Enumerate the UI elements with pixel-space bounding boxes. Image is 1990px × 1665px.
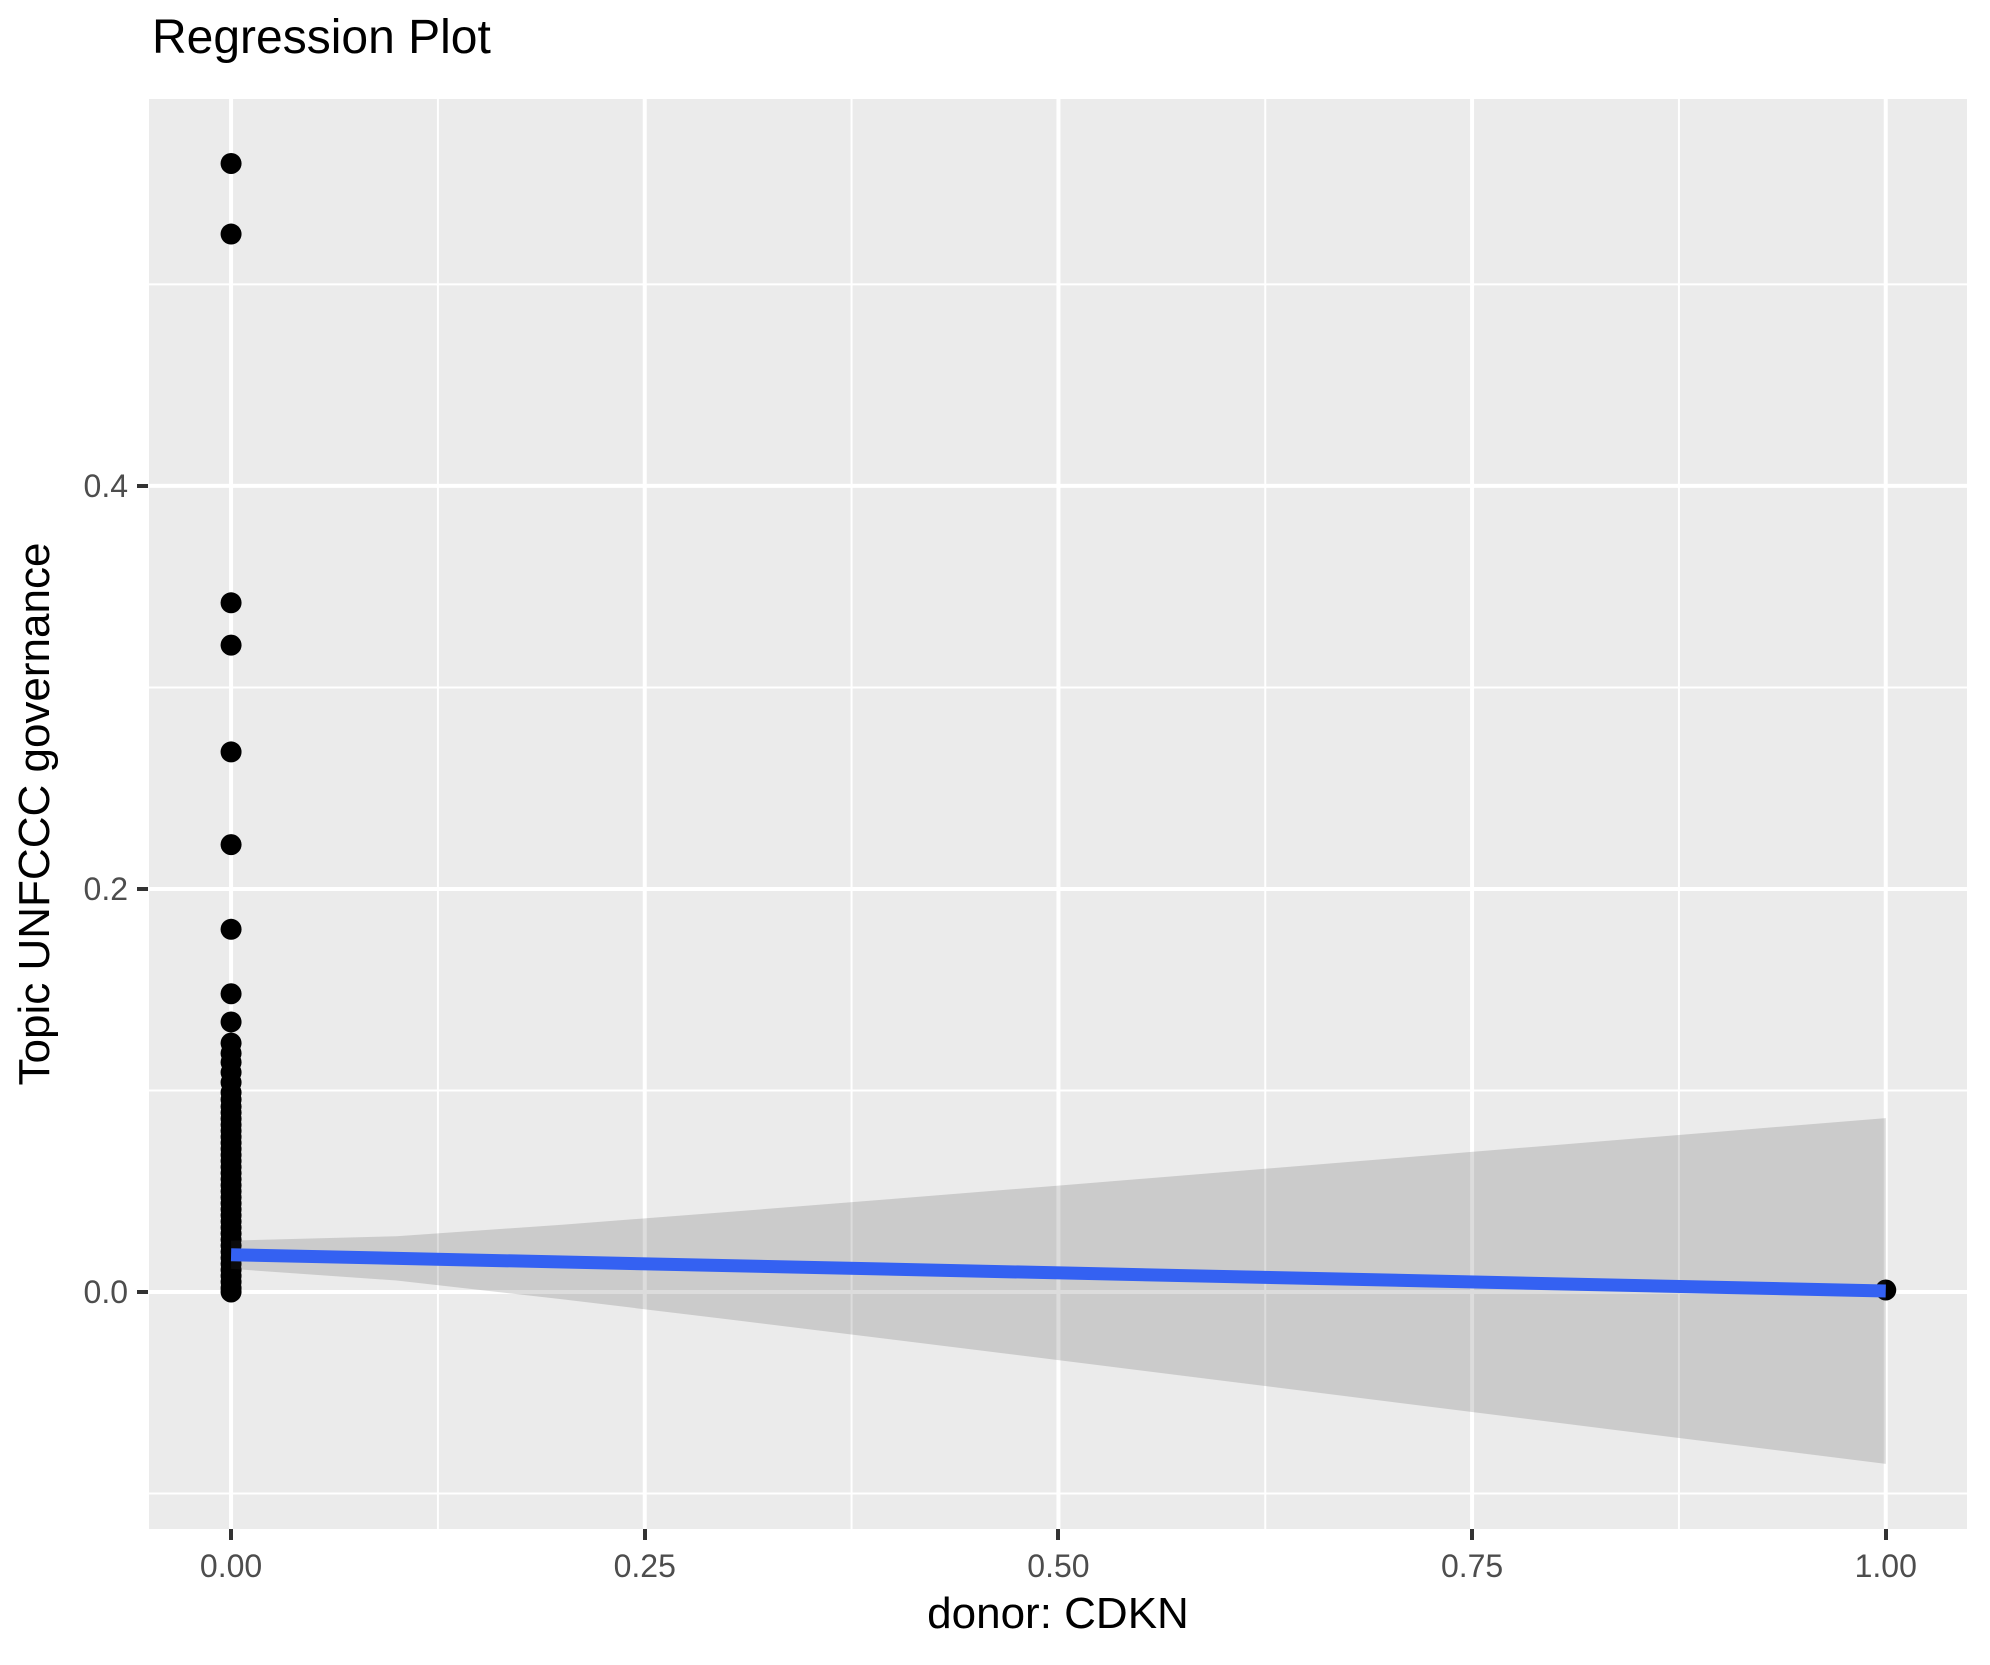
data-point (220, 634, 242, 656)
data-point (220, 918, 242, 940)
data-point (220, 1011, 242, 1033)
x-tick-label: 0.25 (613, 1548, 676, 1584)
x-tick-mark (1883, 1529, 1888, 1540)
x-tick-mark (1470, 1529, 1475, 1540)
data-point (220, 834, 242, 856)
panel-layers (149, 99, 1967, 1529)
y-tick-label: 0.0 (83, 1274, 128, 1310)
confidence-band (231, 1118, 1886, 1464)
data-point (220, 741, 242, 763)
x-axis-title: donor: CDKN (927, 1589, 1189, 1638)
data-point (220, 152, 242, 174)
x-tick-label: 0.50 (1027, 1548, 1090, 1584)
y-tick-label: 0.2 (83, 870, 128, 907)
x-tick-label: 0.00 (199, 1548, 263, 1584)
y-tick-mark (137, 1290, 148, 1294)
x-tick-label: 1.00 (1854, 1548, 1917, 1584)
y-tick-mark (137, 886, 148, 891)
y-tick-label: 0.4 (83, 467, 128, 504)
data-point (220, 1281, 242, 1303)
x-tick-label: 0.75 (1440, 1548, 1504, 1584)
chart-title: Regression Plot (152, 11, 491, 64)
data-point (220, 592, 242, 614)
x-tick-mark (1056, 1529, 1061, 1540)
x-tick-mark (642, 1529, 647, 1540)
data-point (220, 983, 242, 1005)
regression-line (230, 1248, 1886, 1298)
y-axis-title: Topic UNFCCC governance (10, 542, 59, 1086)
data-point (220, 223, 242, 245)
x-tick-mark (229, 1529, 234, 1540)
y-tick-mark (137, 483, 148, 488)
